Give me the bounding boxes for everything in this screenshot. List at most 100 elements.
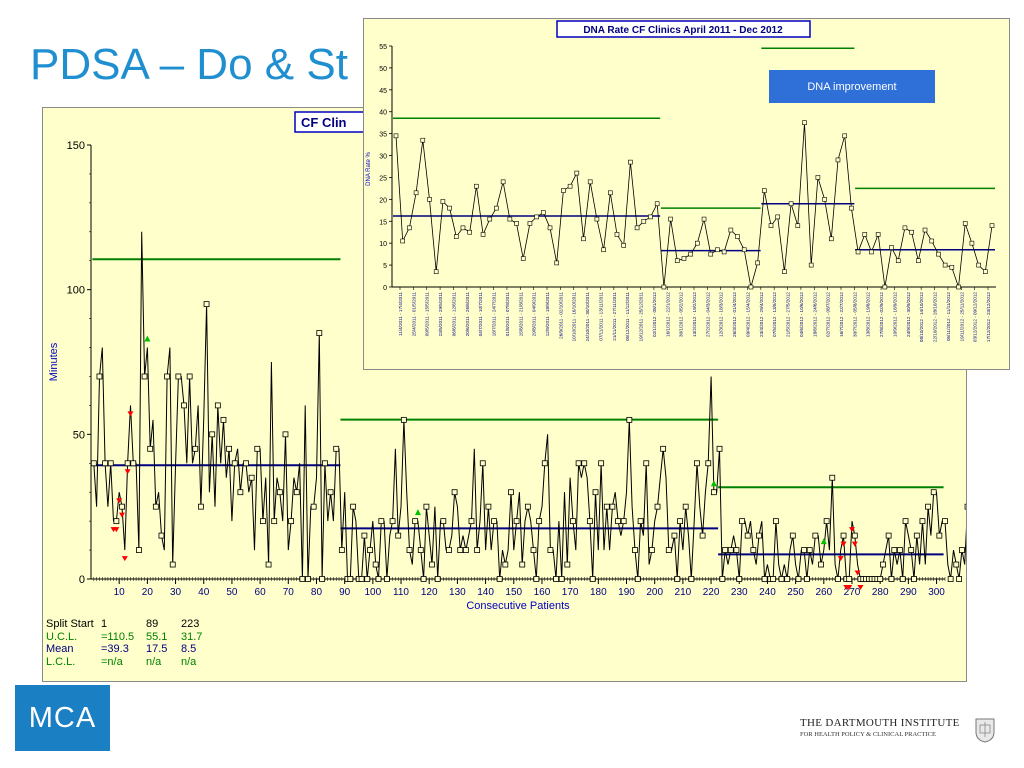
- data-point: [533, 576, 540, 582]
- stats-row-mean: Mean =39.3 17.5 8.5: [46, 643, 221, 656]
- data-point: [305, 576, 311, 582]
- x-tick-label: 140: [477, 587, 494, 598]
- data-point: [508, 489, 514, 496]
- signal-down-arrow: [857, 585, 864, 590]
- data-point: [609, 503, 616, 510]
- data-point: [333, 445, 340, 452]
- data-point: [338, 547, 345, 553]
- stats-row-split-start: Split Start 1 89 223: [46, 618, 221, 631]
- inset-data-point: [601, 247, 606, 253]
- data-point: [96, 373, 103, 380]
- inset-data-point: [962, 221, 968, 226]
- inset-x-tick-label: 13/8/2012 - 19/8/2012: [866, 292, 871, 337]
- inset-data-point: [741, 247, 747, 253]
- inset-x-tick-label: 12/3/2012 - 18/3/2012: [719, 292, 724, 337]
- stats-label: U.C.L.: [46, 630, 78, 643]
- inset-x-tick-label: 30/7/2012 - 05/8/2012: [852, 292, 857, 337]
- data-point: [350, 503, 357, 510]
- inset-x-tick-label: 20/6/2011 - 26/6/2011: [465, 292, 470, 337]
- inset-data-point: [902, 225, 908, 231]
- data-point: [468, 518, 475, 525]
- data-point: [429, 561, 435, 568]
- inset-data-point: [802, 120, 807, 125]
- inset-x-tick-label: 15/8/2011 - 21/8/2011: [518, 292, 523, 337]
- inset-data-point: [440, 199, 446, 204]
- data-point: [682, 503, 689, 510]
- x-tick-label: 280: [872, 587, 889, 598]
- stats-value: 17.5: [146, 643, 168, 655]
- signal-down-arrow: [837, 556, 844, 562]
- data-point: [519, 561, 526, 568]
- data-point: [231, 460, 238, 467]
- data-point: [736, 576, 743, 582]
- data-point: [361, 532, 368, 539]
- inset-data-point: [822, 197, 827, 202]
- inset-data-point: [735, 234, 740, 239]
- data-point: [930, 489, 937, 496]
- inset-x-tick-label: 10/10/2011 - 16/10/2011: [572, 292, 577, 342]
- x-tick-label: 10: [114, 587, 126, 598]
- data-point: [648, 547, 655, 553]
- inset-data-point: [634, 225, 640, 231]
- data-point: [502, 561, 509, 568]
- x-tick-label: 300: [928, 587, 945, 598]
- inset-data-point: [520, 256, 526, 261]
- data-series-line: [93, 231, 966, 580]
- signal-up-arrow: [820, 538, 827, 545]
- inset-data-point: [641, 218, 647, 224]
- data-point: [598, 460, 605, 467]
- x-tick-label: 130: [449, 587, 466, 598]
- stats-value: =39.3: [101, 643, 129, 655]
- data-point: [299, 576, 306, 582]
- x-tick-label: 290: [900, 587, 917, 598]
- data-point: [124, 460, 131, 467]
- data-point: [801, 547, 807, 553]
- inset-data-point: [534, 214, 539, 220]
- inset-y-tick-label: 15: [379, 219, 387, 226]
- signal-down-arrow: [116, 498, 123, 504]
- data-point: [214, 402, 221, 409]
- data-point: [400, 416, 407, 423]
- data-point: [620, 518, 627, 525]
- data-point: [147, 445, 154, 452]
- data-point: [485, 503, 492, 510]
- data-point: [705, 460, 712, 467]
- inset-x-tick-label: 21/5/2012 - 27/5/2012: [786, 292, 791, 337]
- inset-x-tick-label: 19/12/2011 - 25/12/2011: [639, 292, 644, 342]
- stats-value: 89: [146, 618, 159, 630]
- data-point: [209, 431, 216, 438]
- y-tick-label: 150: [67, 140, 85, 152]
- inset-data-point: [788, 201, 794, 207]
- data-point: [575, 460, 582, 467]
- x-tick-label: 220: [703, 587, 720, 598]
- inset-data-point: [882, 284, 888, 290]
- data-point: [942, 518, 948, 525]
- x-tick-label: 20: [142, 587, 154, 598]
- inset-x-tick-label: 23/5/2011 - 29/5/2011: [438, 292, 443, 337]
- inset-data-point: [875, 232, 881, 237]
- x-tick-label: 70: [283, 587, 295, 598]
- data-point: [375, 576, 382, 582]
- data-point: [925, 503, 931, 510]
- inset-x-tick-label: 04/6/2012 - 10/6/2012: [799, 292, 804, 337]
- inset-data-point: [889, 245, 894, 250]
- inset-data-point: [701, 216, 707, 222]
- inset-data-point: [688, 251, 693, 257]
- signal-down-arrow: [846, 585, 853, 590]
- data-point: [440, 518, 447, 525]
- data-point: [322, 460, 328, 467]
- data-point: [885, 532, 892, 539]
- inset-data-point: [587, 179, 593, 185]
- inset-y-tick-label: 40: [379, 110, 387, 117]
- inset-data-point: [989, 223, 995, 228]
- inset-data-point: [855, 249, 861, 255]
- inset-x-tick-label: 30/1/2012 - 05/2/2012: [679, 292, 684, 337]
- inset-data-point: [828, 236, 834, 242]
- inset-x-tick-label: 23/4/2012 - 29/4/2012: [759, 292, 764, 337]
- inset-data-point: [936, 251, 941, 257]
- inset-x-tick-label: 02/7/2012 - 08/7/2012: [826, 292, 831, 337]
- stats-label: Mean: [46, 643, 74, 655]
- data-point: [547, 547, 554, 553]
- data-point: [806, 547, 813, 553]
- data-point: [288, 518, 295, 525]
